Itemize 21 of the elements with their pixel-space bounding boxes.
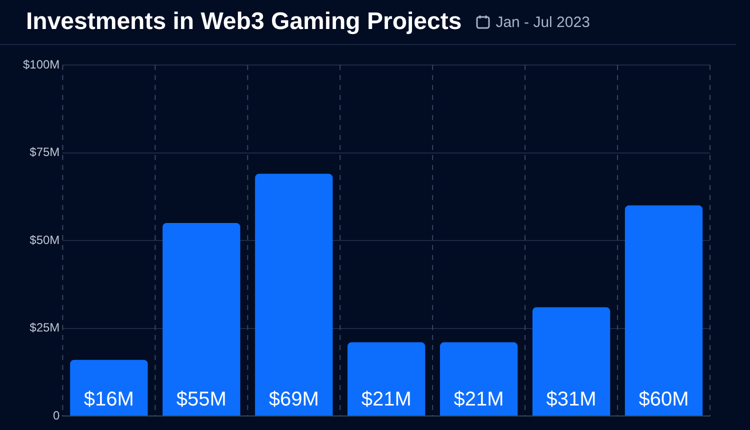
y-tick-label: $75M xyxy=(30,145,60,160)
y-tick-label: $100M xyxy=(22,57,60,72)
data-label: $16M xyxy=(84,388,134,411)
data-label: $21M xyxy=(361,388,412,411)
data-label: $31M xyxy=(546,388,596,411)
bar xyxy=(440,342,518,416)
bar xyxy=(255,174,333,416)
y-tick-label: $25M xyxy=(30,320,60,335)
bar xyxy=(348,342,426,416)
y-tick-label: 0 xyxy=(53,408,60,422)
chart-subtitle: Jan - Jul 2023 xyxy=(496,14,590,30)
data-label: $60M xyxy=(638,388,689,411)
bar xyxy=(532,307,610,416)
bar xyxy=(162,222,240,416)
data-label: $69M xyxy=(268,388,319,411)
data-label: $21M xyxy=(454,388,504,411)
y-tick-label: $50M xyxy=(30,232,60,247)
data-label: $55M xyxy=(176,388,226,411)
bar xyxy=(70,360,148,416)
bar xyxy=(624,205,703,416)
chart-title: Investments in Web3 Gaming Projects xyxy=(26,8,462,36)
